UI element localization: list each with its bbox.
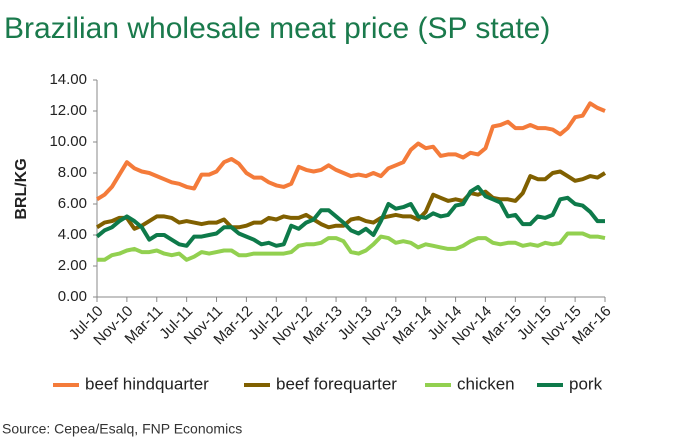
y-axis-label: BRL/KG [13, 158, 30, 219]
y-tick-label: 8.00 [58, 164, 87, 181]
legend-label: pork [569, 374, 603, 393]
series-line [95, 169, 607, 231]
y-tick-label: 0.00 [58, 288, 87, 305]
chart-title: Brazilian wholesale meat price (SP state… [4, 12, 550, 45]
legend-label: beef hindquarter [85, 374, 209, 393]
legend-label: beef forequarter [276, 374, 397, 393]
y-tick-label: 4.00 [58, 226, 87, 243]
y-tick-label: 12.00 [49, 102, 87, 119]
source-note: Source: Cepea/Esalq, FNP Economics [2, 421, 242, 437]
y-tick-label: 6.00 [58, 195, 87, 212]
y-tick-label: 14.00 [49, 71, 87, 88]
y-tick-label: 10.00 [49, 133, 87, 150]
y-tick-label: 2.00 [58, 257, 87, 274]
series-line [95, 101, 606, 202]
series-line [97, 231, 606, 262]
legend-label: chicken [457, 374, 515, 393]
series-line [95, 184, 605, 248]
